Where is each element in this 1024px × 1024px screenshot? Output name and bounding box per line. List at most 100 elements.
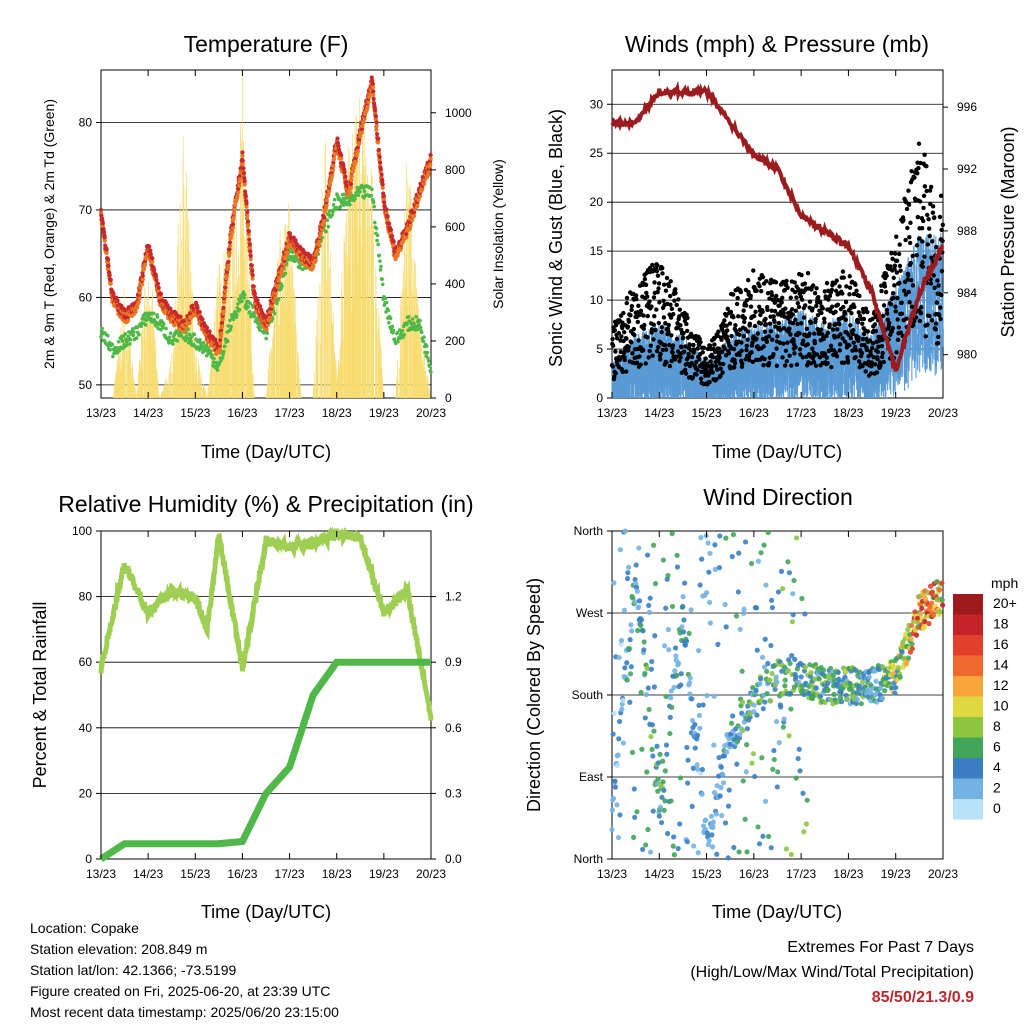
temp9m-point [268, 309, 274, 315]
temp2m-point [381, 193, 386, 199]
dewpoint-point [379, 264, 383, 269]
temp2m-point [224, 270, 230, 275]
dewpoint-point [384, 300, 389, 305]
wind-ytick-right-label: 996 [957, 100, 977, 114]
temp9m-point [283, 254, 288, 259]
wind-ytick-right-label: 984 [957, 286, 977, 300]
temp9m-point [339, 156, 344, 161]
temp9m-point [230, 225, 236, 230]
temp9m-point [227, 243, 233, 249]
dewpoint-point [380, 282, 385, 287]
dewpoint-point [248, 301, 253, 306]
dewpoint-point [229, 324, 233, 329]
temp9m-point [245, 222, 251, 228]
temp-ytick-right-label: 400 [445, 277, 465, 291]
temp2m-point [140, 273, 145, 279]
wind-ytick-label: 20 [590, 195, 604, 209]
dewpoint-point [398, 336, 403, 340]
temp9m-point [221, 309, 226, 314]
temp2m-point [322, 215, 327, 220]
temp9m-point [315, 247, 320, 253]
temp9m-point [236, 190, 241, 195]
temp9m-point [219, 323, 225, 329]
dewpoint-point [154, 324, 158, 328]
temp9m-point [108, 281, 113, 286]
dir-xlabel: Time (Day/UTC) [712, 902, 842, 922]
temp9m-point [233, 203, 238, 208]
temp9m-point [326, 192, 331, 197]
temp9m-point [218, 341, 223, 346]
dewpoint-point [422, 335, 426, 339]
temp2m-point [178, 314, 183, 319]
temp-ytick-label: 80 [79, 115, 93, 129]
temp2m-point [258, 304, 263, 309]
dewpoint-point [137, 332, 141, 337]
temp-ytick-right-label: 600 [445, 220, 465, 234]
dewpoint-point [189, 339, 193, 344]
temp2m-point [168, 306, 173, 311]
dewpoint-point [378, 268, 383, 272]
temp9m-point [219, 331, 224, 336]
dewpoint-point [187, 332, 192, 337]
temp9m-point [230, 229, 235, 235]
temp9m-point [181, 329, 186, 334]
dewpoint-point [331, 203, 336, 207]
temp2m-point [247, 237, 252, 242]
temp9m-point [331, 163, 336, 168]
dewpoint-point [264, 336, 268, 341]
temp9m-point [327, 189, 332, 194]
dewpoint-point [132, 330, 136, 334]
dewpoint-point [348, 202, 352, 207]
dewpoint-point [192, 332, 197, 337]
temp2m-point [108, 277, 113, 282]
dewpoint-point [244, 303, 248, 307]
temp2m-point [336, 143, 341, 149]
dewpoint-point [226, 324, 231, 328]
temp9m-point [138, 285, 143, 291]
dewpoint-point [341, 196, 345, 201]
temp9m-point [280, 266, 285, 271]
dewpoint-point [159, 327, 163, 332]
temp9m-point [242, 182, 247, 187]
temp-ylabel-right: Solar Insolation (Yellow) [490, 159, 506, 309]
dewpoint-point [126, 330, 131, 334]
dewpoint-point [100, 326, 104, 331]
temp9m-point [330, 173, 335, 178]
dewpoint-point [400, 329, 405, 333]
temp2m-point [428, 152, 433, 158]
temp2m-point [226, 259, 231, 264]
temp2m-point [104, 247, 109, 252]
temp2m-point [98, 207, 104, 212]
temp-ytick-label: 60 [79, 290, 93, 304]
temp2m-point [227, 240, 233, 245]
dewpoint-point [240, 299, 244, 304]
temp9m-point [273, 295, 278, 300]
dewpoint-point [349, 198, 353, 202]
temp-ytick-right-label: 1000 [445, 106, 472, 120]
temp2m-point [248, 249, 253, 254]
temp-xtick-label: 17/23 [275, 406, 305, 420]
temp2m-point [391, 239, 396, 244]
wind-ytick-label: 10 [590, 293, 604, 307]
dewpoint-point [210, 353, 214, 357]
temp9m-point [140, 282, 145, 287]
temp2m-point [230, 222, 236, 227]
dewpoint-point [99, 334, 103, 339]
temp2m-point [243, 194, 248, 199]
temp-ytick-right-label: 0 [445, 391, 452, 405]
temp9m-point [143, 262, 148, 267]
temp9m-point [240, 153, 245, 159]
temp-xtick-label: 18/23 [322, 406, 352, 420]
winds-title: Winds (mph) & Pressure (mb) [625, 31, 929, 57]
temp9m-point [244, 204, 249, 209]
dewpoint-point [128, 337, 133, 342]
temp9m-point [267, 315, 273, 320]
dewpoint-point [374, 226, 379, 231]
temp2m-point [371, 96, 376, 101]
temp2m-point [251, 284, 256, 289]
temp2m-point [115, 298, 120, 303]
dewpoint-point [175, 339, 180, 343]
dewpoint-point [376, 242, 381, 247]
dewpoint-point [155, 315, 160, 319]
